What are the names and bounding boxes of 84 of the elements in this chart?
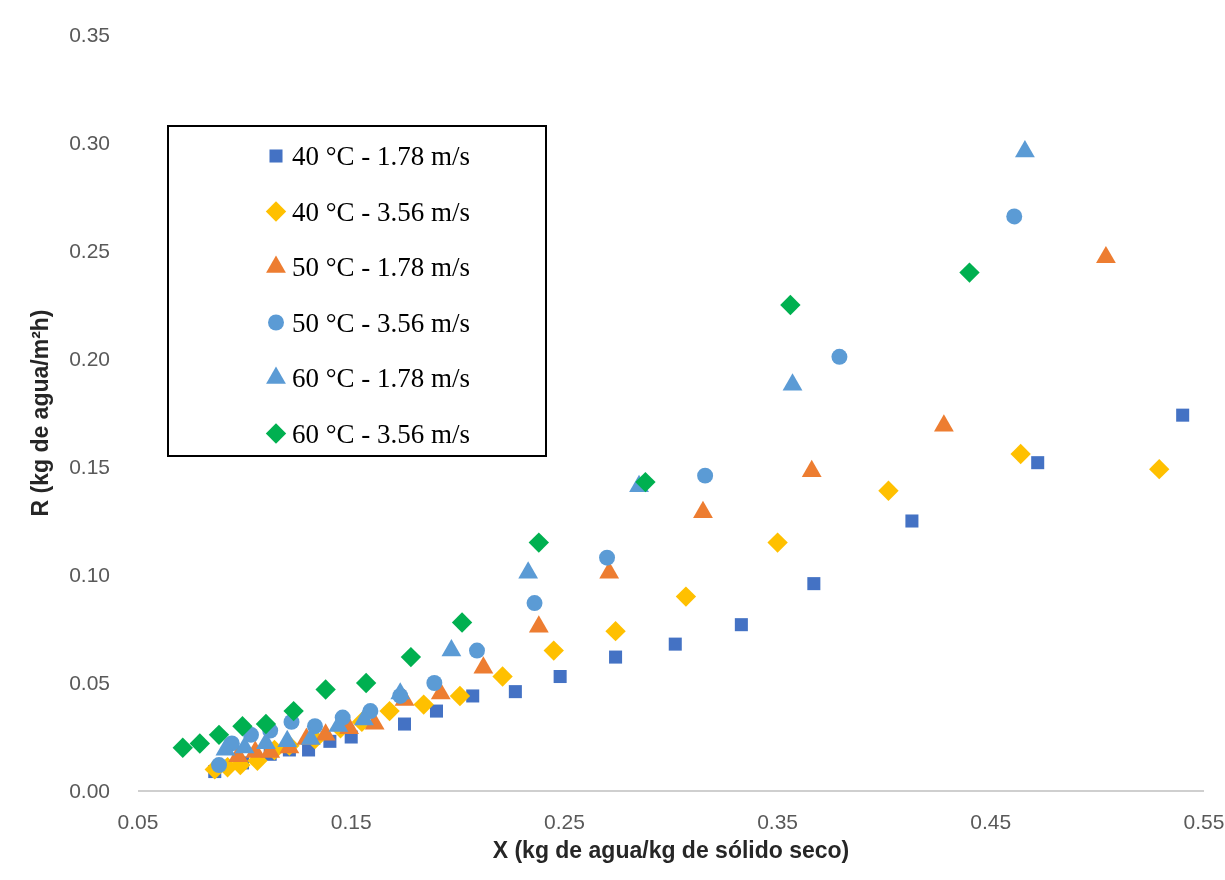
legend-label: 50 °C - 1.78 m/s xyxy=(292,252,471,282)
x-tick-label: 0.15 xyxy=(330,810,372,833)
x-tick-label: 0.45 xyxy=(970,810,1012,833)
x-tick-label: 0.55 xyxy=(1183,810,1225,833)
point xyxy=(315,679,336,700)
point xyxy=(599,549,616,566)
point xyxy=(473,656,494,674)
point xyxy=(878,480,899,501)
point xyxy=(959,262,980,283)
point xyxy=(1006,208,1023,225)
point xyxy=(933,414,954,432)
point xyxy=(734,618,748,632)
point xyxy=(675,586,697,607)
x-tick-label: 0.05 xyxy=(117,810,159,833)
point xyxy=(780,294,801,316)
point xyxy=(429,704,443,718)
point xyxy=(528,532,549,553)
legend-label: 60 °C - 3.56 m/s xyxy=(292,418,471,449)
point xyxy=(905,514,919,528)
x-axis-title: X (kg de agua/kg de sólido seco) xyxy=(492,837,850,863)
point xyxy=(508,685,522,699)
point xyxy=(469,642,485,659)
point xyxy=(1096,245,1116,264)
point xyxy=(189,733,211,754)
point xyxy=(609,650,623,664)
point xyxy=(306,718,323,735)
point xyxy=(211,757,227,774)
point xyxy=(413,694,434,715)
point xyxy=(693,500,713,518)
y-tick-label: 0.30 xyxy=(69,131,110,154)
point xyxy=(801,459,822,477)
point xyxy=(635,471,656,493)
point xyxy=(605,620,626,642)
point xyxy=(526,595,543,612)
point xyxy=(1010,443,1031,465)
legend-label: 40 °C - 1.78 m/s xyxy=(292,141,471,171)
point xyxy=(528,615,549,633)
point xyxy=(1015,140,1035,158)
y-tick-label: 0.10 xyxy=(69,563,110,586)
point xyxy=(807,577,821,591)
point xyxy=(283,700,304,722)
point xyxy=(315,723,336,741)
point xyxy=(518,561,539,579)
point xyxy=(300,727,321,745)
point xyxy=(255,713,277,735)
y-tick-label: 0.15 xyxy=(69,455,110,478)
point xyxy=(379,700,400,722)
point xyxy=(400,646,422,668)
point xyxy=(449,685,471,707)
point xyxy=(543,640,564,661)
y-tick-label: 0.35 xyxy=(69,23,110,46)
x-tick-label: 0.35 xyxy=(757,810,799,833)
point xyxy=(492,666,513,687)
point xyxy=(232,716,253,737)
y-tick-label: 0.25 xyxy=(69,239,110,262)
point xyxy=(668,637,682,651)
point xyxy=(234,736,255,754)
point xyxy=(277,729,298,747)
legend-label: 40 °C - 3.56 m/s xyxy=(292,196,471,227)
point xyxy=(831,348,848,365)
point xyxy=(215,738,236,756)
point xyxy=(1031,456,1045,470)
point xyxy=(697,467,714,484)
point xyxy=(397,717,412,731)
point xyxy=(441,639,462,657)
point xyxy=(553,670,567,684)
y-axis-title: R (kg de agua/m²h) xyxy=(27,309,53,517)
point xyxy=(354,708,374,726)
point xyxy=(451,612,473,633)
point xyxy=(208,724,230,746)
point xyxy=(355,672,377,694)
y-tick-label: 0.05 xyxy=(69,671,110,694)
y-tick-label: 0.00 xyxy=(69,779,110,802)
y-tick-label: 0.20 xyxy=(69,347,110,370)
point xyxy=(390,682,411,700)
legend-label: 50 °C - 3.56 m/s xyxy=(292,307,471,338)
point xyxy=(782,373,803,391)
point xyxy=(767,532,788,553)
point xyxy=(1149,458,1170,480)
point xyxy=(172,737,193,758)
point xyxy=(1176,408,1190,422)
legend-label: 60 °C - 1.78 m/s xyxy=(292,363,471,393)
point xyxy=(426,675,443,691)
x-tick-label: 0.25 xyxy=(543,810,585,833)
